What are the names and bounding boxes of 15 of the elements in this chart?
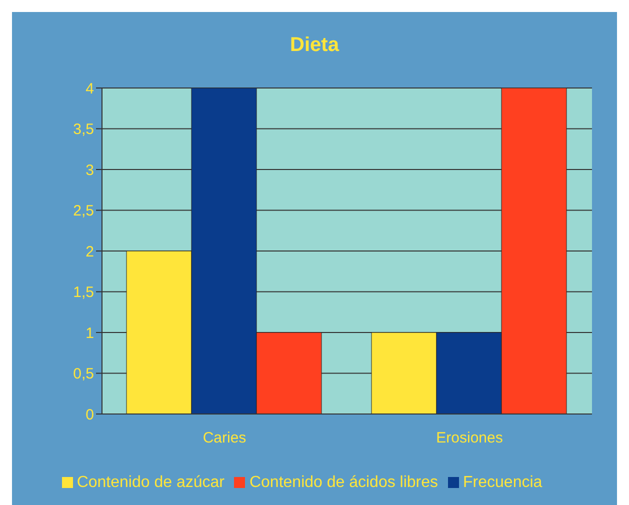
x-tick-label: Caries [202,430,246,447]
y-tick-label: 1 [86,324,94,342]
y-tick-label: 4 [86,80,94,98]
y-tick-label: 3 [86,162,94,179]
chart-title: Dieta [289,34,340,57]
legend-label: Contenido de azúcar [76,474,224,491]
x-tick-label: Erosiones [436,430,503,447]
legend-label: Frecuencia [463,474,542,491]
legend-label: Contenido de ácidos libres [249,474,438,491]
y-tick-label: 0,5 [73,366,94,383]
y-tick-label: 2 [86,243,94,260]
y-tick-label: 3,5 [73,121,94,138]
y-tick-label: 2,5 [73,202,94,220]
y-tick-label: 1,5 [73,284,94,302]
y-tick-label: 0 [86,406,94,424]
